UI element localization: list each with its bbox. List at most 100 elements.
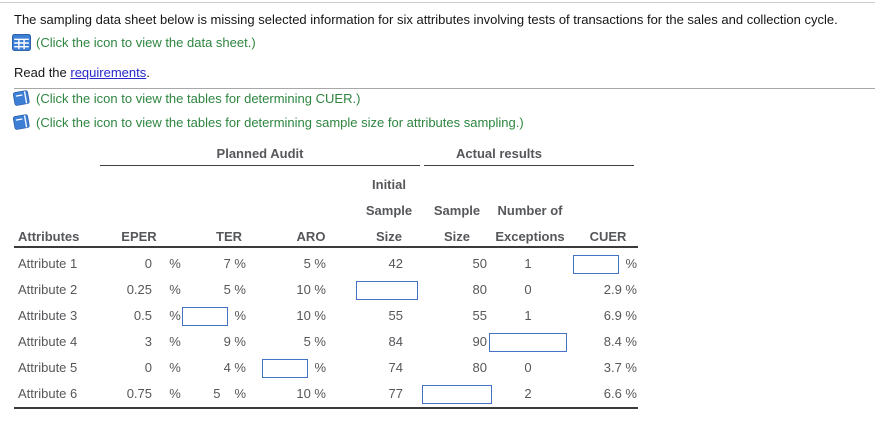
attribute-label: Attribute 6	[18, 386, 78, 401]
aro-value: 10 %	[296, 308, 326, 323]
col-header-exceptions-line2: Exceptions	[495, 229, 565, 244]
actual-results-underline	[424, 165, 634, 166]
group-header-planned-audit: Planned Audit	[216, 146, 304, 161]
ter-percent-sign: %	[234, 386, 246, 401]
data-sheet-table-icon[interactable]	[12, 34, 31, 51]
aro-value: 5 %	[303, 256, 326, 271]
eper-value: 0	[144, 256, 152, 271]
header-rule	[14, 246, 638, 248]
table-row-attribute-4: Attribute 4 3 % 9 % 5 % 84 90 8.4 %	[14, 329, 654, 355]
cuer-percent-sign: %	[625, 256, 637, 271]
exceptions-value: 0	[524, 282, 532, 297]
cuer-value: 6.6 %	[603, 386, 637, 401]
aro-input-attribute-5[interactable]	[262, 359, 309, 379]
aro-percent-sign: %	[314, 360, 326, 375]
ter-cell: 5%	[182, 381, 246, 407]
cuer-input-attribute-1[interactable]	[573, 255, 620, 275]
initial-sample-size-input-attribute-2[interactable]	[356, 281, 418, 301]
eper-percent-sign: %	[169, 360, 181, 375]
col-header-initial-line2: Sample	[365, 203, 413, 218]
table-row-attribute-6: Attribute 6 0.75 % 5% 10 % 77 2 6.6 %	[14, 381, 654, 407]
col-header-ter: TER	[216, 229, 242, 244]
exceptions-input-attribute-4[interactable]	[489, 333, 567, 353]
cuer-value: 8.4 %	[603, 334, 637, 349]
aro-cell: %	[260, 355, 326, 381]
exceptions-value: 1	[524, 256, 532, 271]
initial-sample-size-value: 77	[388, 386, 403, 401]
col-header-sample-line1: Sample	[433, 203, 481, 218]
eper-percent-sign: %	[169, 334, 181, 349]
attribute-label: Attribute 4	[18, 334, 78, 349]
read-prefix: Read the	[14, 65, 71, 80]
sample-size-value: 55	[472, 308, 487, 323]
table-row-attribute-3: Attribute 3 0.5 % % 10 % 55 55 1 6.9 %	[14, 303, 654, 329]
initial-sample-size-cell	[340, 277, 418, 303]
cuer-value: 2.9 %	[603, 282, 637, 297]
exceptions-value: 1	[524, 308, 532, 323]
table-row-attribute-1: Attribute 1 0 % 7 % 5 % 42 50 1 %	[14, 251, 654, 277]
attribute-label: Attribute 5	[18, 360, 78, 375]
sample-size-input-attribute-6[interactable]	[422, 385, 492, 405]
top-divider	[0, 2, 875, 3]
eper-value: 0.5	[133, 308, 152, 323]
sample-size-value: 90	[472, 334, 487, 349]
planned-audit-underline	[100, 165, 420, 166]
cuer-value: 3.7 %	[603, 360, 637, 375]
eper-value: 3	[144, 334, 152, 349]
data-sheet-hint-row: (Click the icon to view the data sheet.)	[12, 34, 256, 51]
ter-value: 7 %	[223, 256, 246, 271]
sample-size-value: 80	[472, 282, 487, 297]
sample-size-tables-hint-text: (Click the icon to view the tables for d…	[36, 114, 524, 130]
col-header-cuer: CUER	[589, 229, 627, 244]
cuer-tables-hint-row: (Click the icon to view the tables for d…	[12, 89, 360, 107]
col-header-sample-line2: Size	[443, 229, 470, 244]
eper-percent-sign: %	[169, 308, 181, 323]
read-suffix: .	[146, 65, 150, 80]
cuer-tables-hint-text: (Click the icon to view the tables for d…	[36, 90, 361, 106]
col-header-attributes: Attributes	[18, 229, 80, 244]
initial-sample-size-value: 84	[388, 334, 403, 349]
section-divider	[14, 88, 875, 89]
col-header-initial-line3: Size	[375, 229, 402, 244]
eper-value: 0.75	[126, 386, 152, 401]
ter-input-attribute-3[interactable]	[182, 307, 229, 327]
cuer-cell: %	[569, 251, 637, 277]
exceptions-value: 0	[524, 360, 532, 375]
table-bottom-rule	[14, 407, 638, 409]
attribute-label: Attribute 1	[18, 256, 78, 271]
aro-value: 10 %	[296, 386, 326, 401]
col-header-aro: ARO	[296, 229, 326, 244]
intro-text: The sampling data sheet below is missing…	[14, 12, 838, 27]
attribute-label: Attribute 3	[18, 308, 78, 323]
eper-percent-sign: %	[169, 256, 181, 271]
sample-size-value: 50	[472, 256, 487, 271]
read-requirements-line: Read the requirements.	[14, 65, 150, 80]
eper-value: 0.25	[126, 282, 152, 297]
exceptions-cell	[487, 329, 569, 355]
col-header-initial-line1: Initial	[372, 177, 406, 192]
requirements-link[interactable]: requirements	[70, 65, 147, 80]
aro-value: 10 %	[296, 282, 326, 297]
initial-sample-size-value: 74	[388, 360, 403, 375]
ter-value: 9 %	[223, 334, 246, 349]
cuer-tables-book-icon[interactable]	[12, 89, 31, 107]
sample-size-tables-hint-row: (Click the icon to view the tables for d…	[12, 113, 524, 131]
sample-size-cell	[417, 381, 492, 407]
table-row-attribute-5: Attribute 5 0 % 4 % % 74 80 0 3.7 %	[14, 355, 654, 381]
initial-sample-size-value: 55	[388, 308, 403, 323]
ter-percent-sign: %	[234, 308, 246, 323]
sample-size-value: 80	[472, 360, 487, 375]
sample-size-tables-book-icon[interactable]	[12, 113, 31, 131]
initial-sample-size-value: 42	[388, 256, 403, 271]
exceptions-value: 2	[524, 386, 532, 401]
col-header-exceptions-line1: Number of	[497, 203, 563, 218]
eper-percent-sign: %	[169, 386, 181, 401]
table-row-attribute-2: Attribute 2 0.25 % 5 % 10 % 80 0 2.9 %	[14, 277, 654, 303]
aro-value: 5 %	[303, 334, 326, 349]
ter-value: 4 %	[223, 360, 246, 375]
eper-percent-sign: %	[169, 282, 181, 297]
ter-value: 5 %	[223, 282, 246, 297]
col-header-eper: EPER	[121, 229, 157, 244]
ter-value: 5	[213, 386, 221, 401]
